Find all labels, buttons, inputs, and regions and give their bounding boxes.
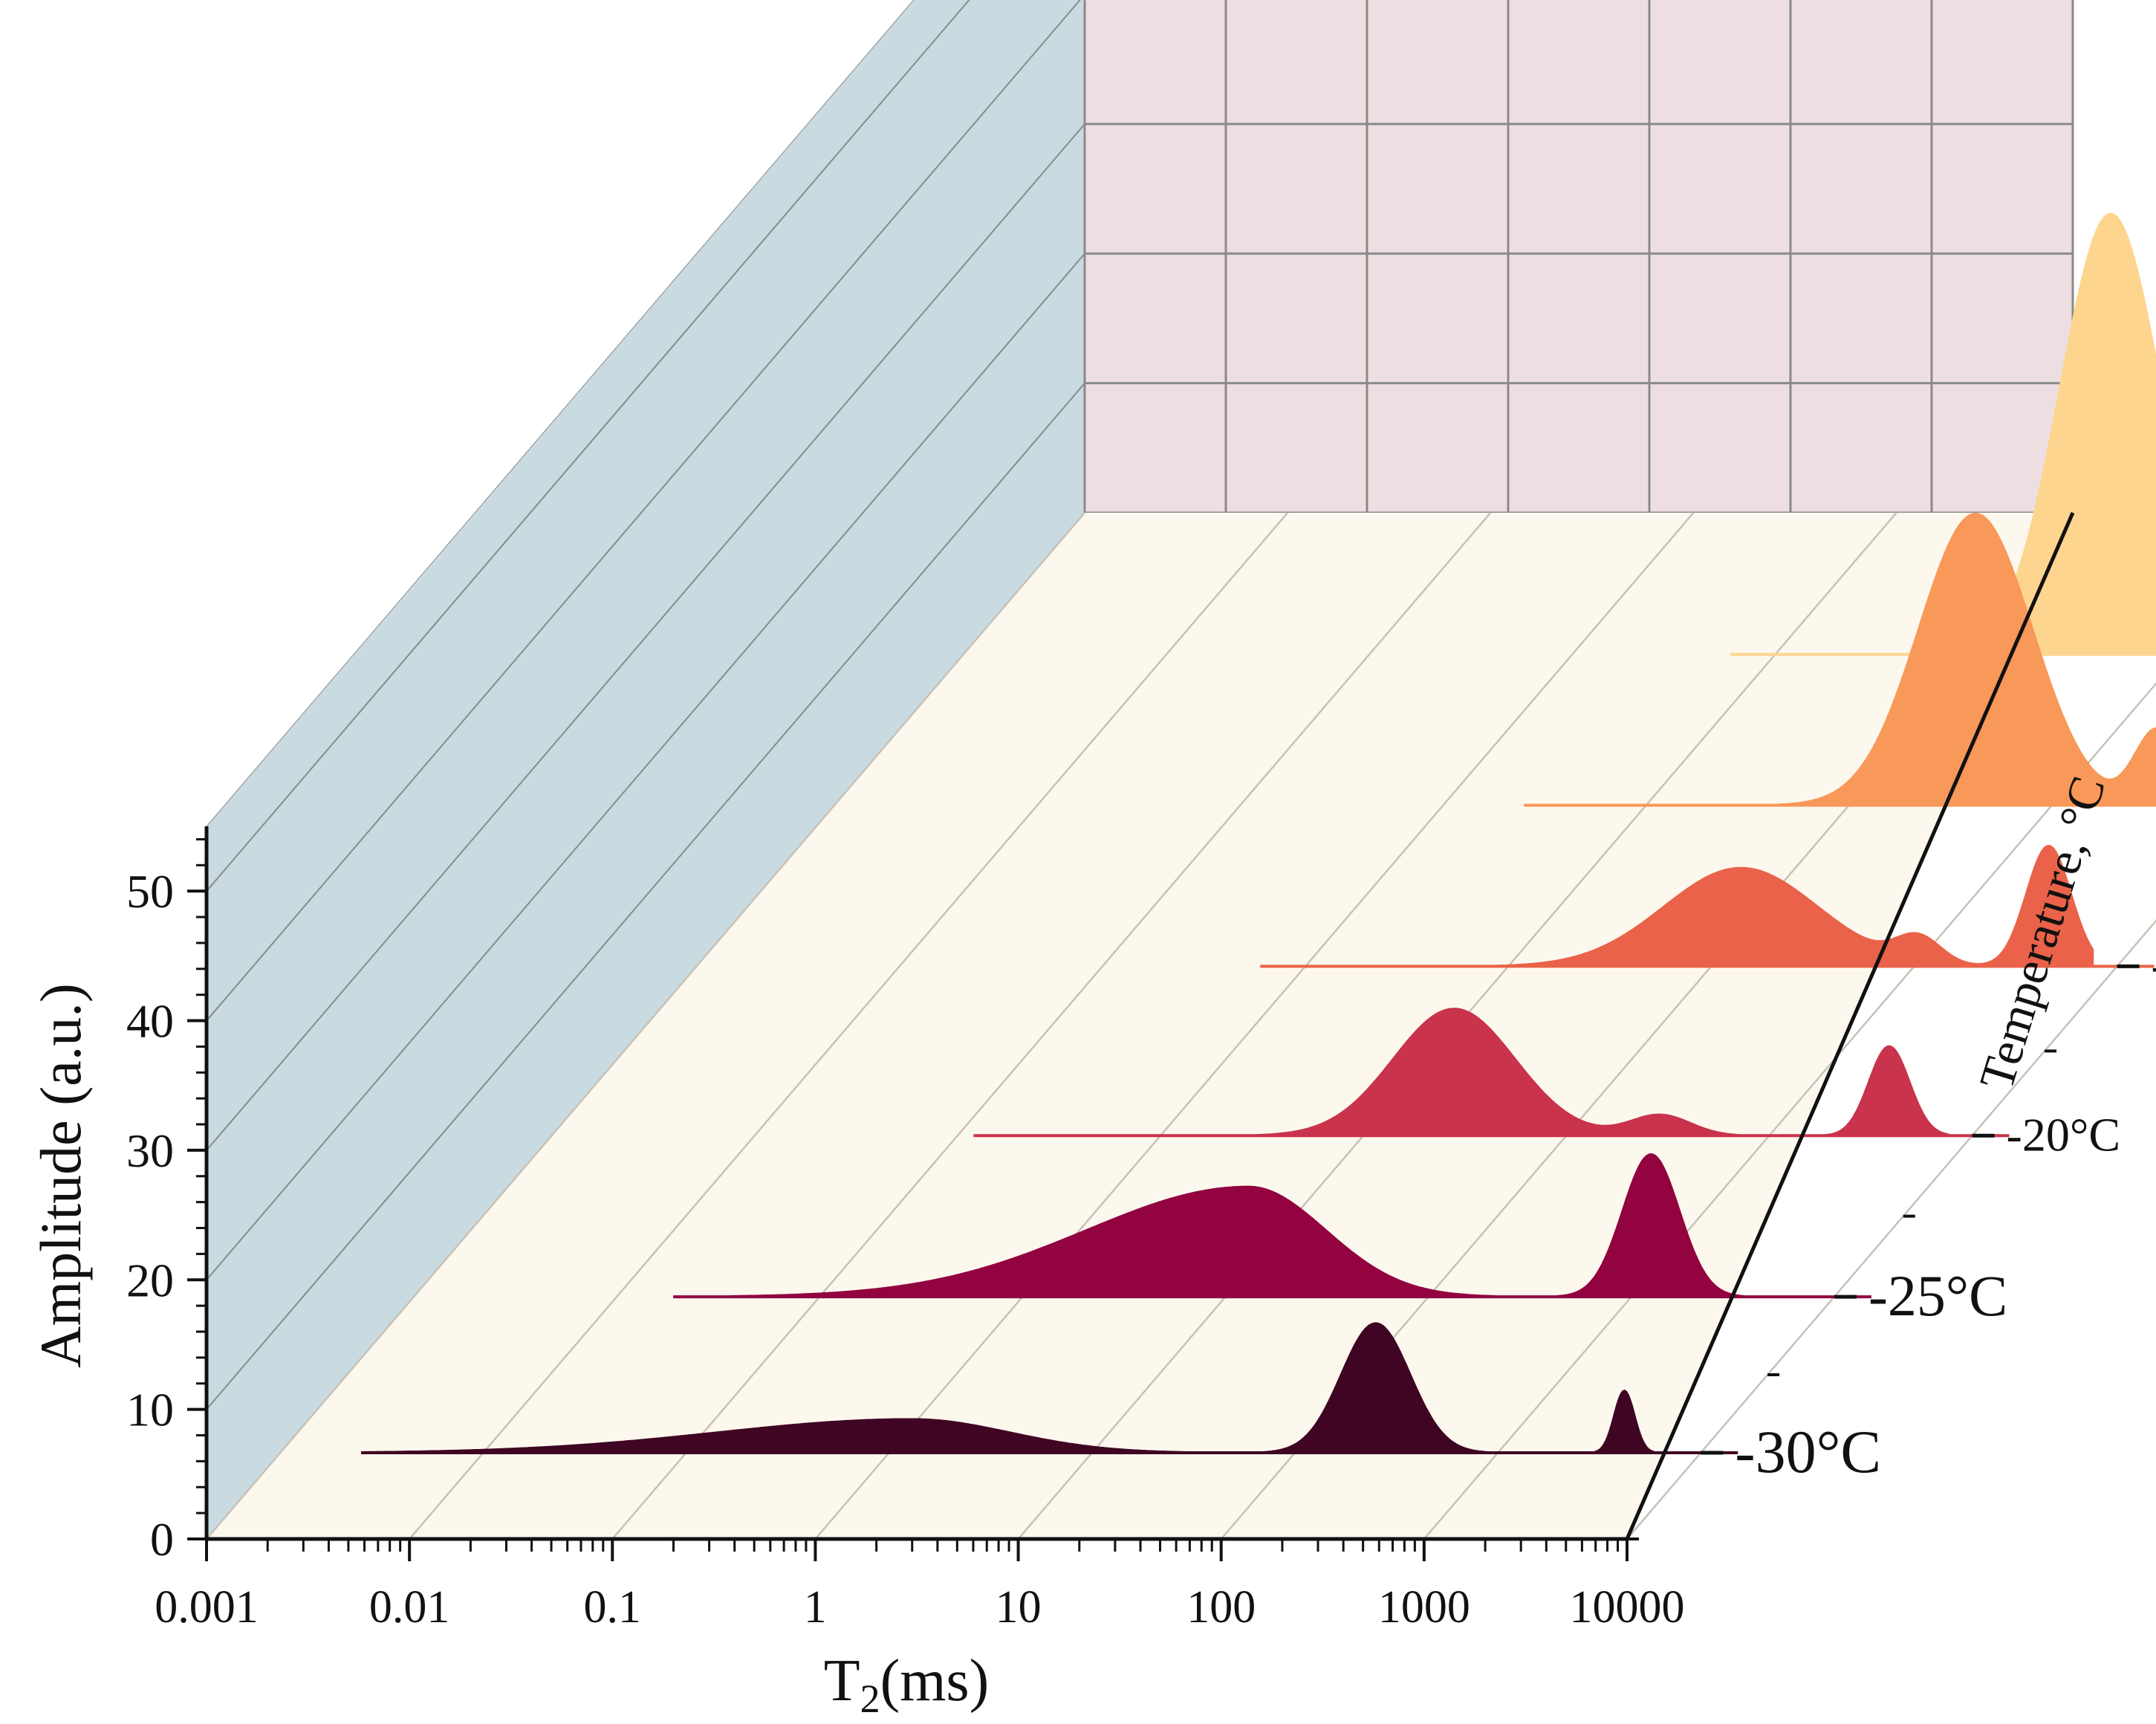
floor-grid-line	[814, 512, 1695, 1540]
z-tick-label: -30°C	[1735, 1418, 1881, 1485]
y-axis-label: Amplitude (a.u.)	[28, 983, 93, 1368]
y-tick-label: 20	[126, 1254, 174, 1306]
x-axis-label-main: T	[824, 1648, 860, 1714]
x-tick-label: 0.1	[584, 1582, 642, 1633]
y-tick-label: 10	[126, 1384, 174, 1436]
floor-grid-line	[1626, 919, 2156, 1540]
x-tick-label: 1	[804, 1582, 827, 1633]
x-tick-label: 0.001	[155, 1582, 259, 1633]
x-tick-label: 100	[1186, 1582, 1256, 1633]
side-grid-line	[206, 0, 1081, 1022]
series-area	[673, 1153, 1796, 1298]
back-wall	[1084, 0, 2074, 513]
side-grid-line	[206, 382, 1085, 1410]
z-tick-label: -15°C	[2152, 941, 2156, 991]
y-tick-label: 50	[126, 865, 174, 918]
x-tick-label: 0.01	[369, 1582, 450, 1633]
z-axis-line	[1625, 512, 2075, 1540]
tick-labels: 0.001 0.01 0.1 1 10 100 1000 10000 0 10 20 30 40 50	[126, 837, 1685, 1633]
floor-grid-line	[206, 512, 1085, 1540]
side-grid-line	[206, 123, 1085, 1151]
z-axis-label: Temperature, °C	[1970, 771, 2116, 1096]
series-layer	[360, 213, 2156, 1454]
side-grid-line	[206, 253, 1085, 1280]
x-axis-label-unit: (ms)	[880, 1648, 990, 1714]
side-grid-line	[206, 0, 970, 892]
x-axis-label-subscript: 2	[860, 1676, 880, 1721]
x-tick-label: 1000	[1378, 1582, 1470, 1633]
x-axis-label: T2(ms)	[824, 1648, 990, 1721]
y-tick-label: 30	[126, 1124, 174, 1177]
x-tick-label: 10000	[1570, 1582, 1685, 1633]
x-tick-label: 10	[996, 1582, 1042, 1633]
floor-grid-line	[611, 512, 1492, 1540]
z-tick-label: -20°C	[2007, 1109, 2121, 1161]
axes: -5°C-10°C-15°C-20°C-25°C-30°C	[204, 512, 2156, 1541]
floor-grid-line	[409, 512, 1289, 1540]
z-tick-label: -25°C	[1868, 1263, 2007, 1328]
y-tick-label: 0	[150, 1513, 174, 1566]
series-area	[361, 1322, 1669, 1454]
y-tick-label: 40	[126, 995, 174, 1048]
